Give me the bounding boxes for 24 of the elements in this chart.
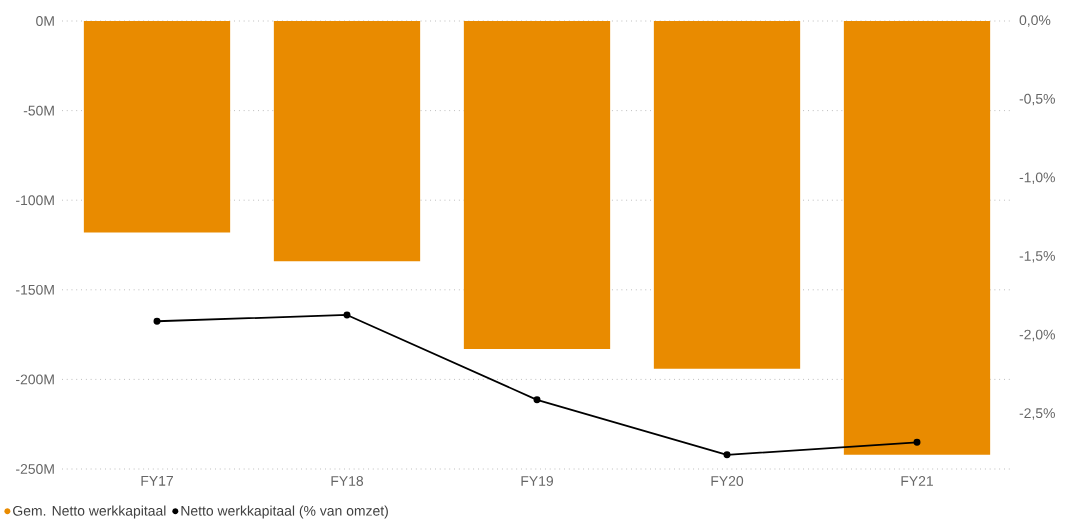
x-tick-label: FY18 [331, 476, 364, 486]
x-tick-label: FY21 [901, 476, 933, 486]
y2-tick-label: -2,5% [1019, 408, 1055, 420]
point [723, 451, 731, 459]
point [343, 311, 351, 319]
y-tick-label: -50M [23, 105, 54, 116]
point [153, 317, 161, 325]
y2-tick-label: -2,0% [1019, 329, 1055, 342]
x-tick-label: FY20 [711, 476, 744, 486]
y-tick-label: -150M [16, 284, 54, 295]
y-tick-label: -250M [16, 464, 54, 474]
y-tick-label: -100M [16, 195, 54, 206]
point [533, 396, 541, 404]
y2-tick-label: -1,5% [1019, 251, 1055, 263]
point [913, 438, 921, 446]
legend-label: Netto werkkapitaal (% van omzet) [181, 505, 388, 519]
y-tick-label: -200M [16, 374, 54, 385]
y2-tick-label: -0,5% [1019, 93, 1055, 106]
y-tick-label: 0M [36, 16, 54, 26]
x-tick-label: FY17 [141, 476, 173, 486]
y2-tick-label: -1,0% [1019, 172, 1055, 184]
x-tick-label: FY19 [521, 476, 554, 486]
y2-tick-label: 0,0% [1019, 15, 1051, 27]
legend-label: Gem. Netto werkkapitaal [13, 505, 166, 519]
